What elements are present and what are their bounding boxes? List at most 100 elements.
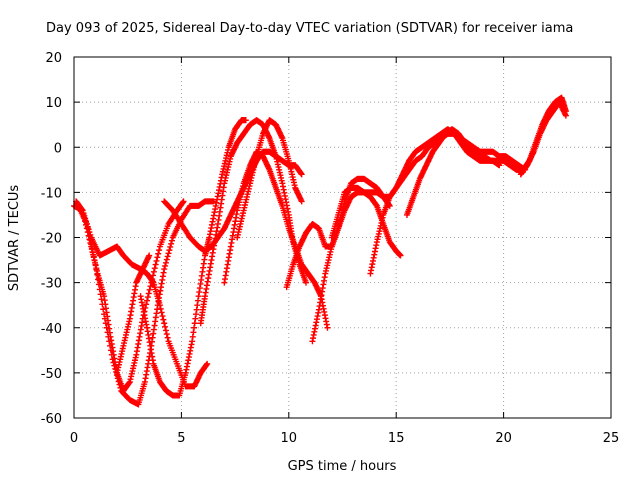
data-point bbox=[143, 301, 150, 308]
data-point bbox=[107, 342, 114, 349]
y-tick-label: -60 bbox=[41, 412, 62, 427]
y-tick-label: 20 bbox=[45, 51, 62, 66]
data-point bbox=[164, 334, 171, 341]
data-point bbox=[89, 245, 96, 252]
data-point bbox=[86, 233, 93, 240]
data-point bbox=[146, 286, 153, 293]
data-point bbox=[168, 240, 175, 247]
data-point bbox=[153, 257, 160, 264]
series-track-9 bbox=[234, 117, 305, 241]
data-point bbox=[242, 117, 249, 124]
x-tick-label: 20 bbox=[495, 431, 512, 446]
series-track-14 bbox=[403, 94, 569, 218]
data-point bbox=[108, 351, 115, 358]
series-track-4 bbox=[113, 252, 153, 376]
data-point bbox=[84, 225, 91, 232]
data-point bbox=[101, 311, 108, 318]
data-point bbox=[159, 313, 166, 320]
data-point bbox=[106, 338, 113, 345]
data-point bbox=[167, 243, 174, 250]
data-point bbox=[116, 381, 123, 388]
data-point bbox=[163, 256, 170, 263]
data-point bbox=[204, 360, 211, 367]
series-track-3 bbox=[75, 198, 217, 408]
data-point bbox=[149, 276, 156, 283]
data-point bbox=[150, 272, 157, 279]
data-point bbox=[152, 261, 159, 268]
data-point bbox=[95, 281, 102, 288]
data-point bbox=[83, 220, 90, 227]
data-point bbox=[162, 323, 169, 330]
y-tick-label: -10 bbox=[41, 186, 62, 201]
data-point bbox=[150, 268, 157, 275]
data-point bbox=[144, 297, 151, 304]
series-track-15 bbox=[517, 99, 569, 178]
data-point bbox=[302, 279, 309, 286]
data-point bbox=[93, 266, 100, 273]
data-point bbox=[101, 315, 108, 322]
x-tick-label: 15 bbox=[388, 431, 405, 446]
plot-frame bbox=[73, 56, 612, 419]
data-point bbox=[145, 290, 152, 297]
data-point bbox=[89, 249, 96, 256]
data-point bbox=[162, 327, 169, 334]
data-point bbox=[85, 229, 92, 236]
data-point bbox=[111, 362, 118, 369]
data-point bbox=[102, 320, 109, 327]
y-tick-label: -50 bbox=[41, 367, 62, 382]
data-point bbox=[115, 378, 122, 385]
data-point bbox=[147, 283, 154, 290]
data-point bbox=[146, 252, 153, 259]
data-point bbox=[117, 384, 124, 391]
data-point bbox=[161, 320, 168, 327]
data-point bbox=[110, 359, 117, 366]
data-point bbox=[298, 198, 305, 205]
data-point bbox=[165, 250, 172, 257]
data-point bbox=[103, 324, 110, 331]
data-point bbox=[144, 294, 151, 301]
data-point bbox=[87, 237, 94, 244]
y-tick-label: -20 bbox=[41, 232, 62, 247]
data-point bbox=[88, 241, 95, 248]
data-point bbox=[92, 261, 99, 268]
data-point bbox=[156, 247, 163, 254]
data-point bbox=[109, 356, 116, 363]
data-point bbox=[114, 375, 121, 382]
x-tick-label: 10 bbox=[281, 431, 298, 446]
data-point bbox=[161, 266, 168, 273]
data-point bbox=[168, 237, 175, 244]
y-tick-label: -30 bbox=[41, 277, 62, 292]
data-point bbox=[104, 329, 111, 336]
data-point bbox=[562, 112, 569, 119]
data-point bbox=[163, 331, 170, 338]
data-point bbox=[162, 259, 169, 266]
data-point bbox=[95, 276, 102, 283]
chart-title: Day 093 of 2025, Sidereal Day-to-day VTE… bbox=[46, 21, 573, 36]
data-point bbox=[98, 296, 105, 303]
data-point bbox=[91, 257, 98, 264]
series-track-5 bbox=[137, 117, 249, 399]
data-point bbox=[180, 198, 187, 205]
x-axis-label: GPS time / hours bbox=[288, 459, 397, 474]
data-point bbox=[298, 171, 305, 178]
data-point bbox=[107, 347, 114, 354]
data-point bbox=[100, 306, 107, 313]
data-point bbox=[90, 253, 97, 260]
data-point bbox=[164, 253, 171, 260]
data-marks bbox=[71, 94, 569, 408]
y-tick-label: 10 bbox=[45, 96, 62, 111]
data-point bbox=[96, 286, 103, 293]
data-point bbox=[99, 301, 106, 308]
data-point bbox=[105, 333, 112, 340]
data-point bbox=[397, 252, 404, 259]
y-tick-label: 0 bbox=[54, 141, 62, 156]
y-axis-label: SDTVAR / TECUs bbox=[7, 185, 22, 292]
series-track-12 bbox=[328, 126, 503, 241]
data-point bbox=[154, 254, 161, 261]
data-point bbox=[155, 250, 162, 257]
data-point bbox=[324, 324, 331, 331]
data-point bbox=[162, 262, 169, 269]
x-tick-label: 25 bbox=[603, 431, 620, 446]
data-point bbox=[166, 247, 173, 254]
